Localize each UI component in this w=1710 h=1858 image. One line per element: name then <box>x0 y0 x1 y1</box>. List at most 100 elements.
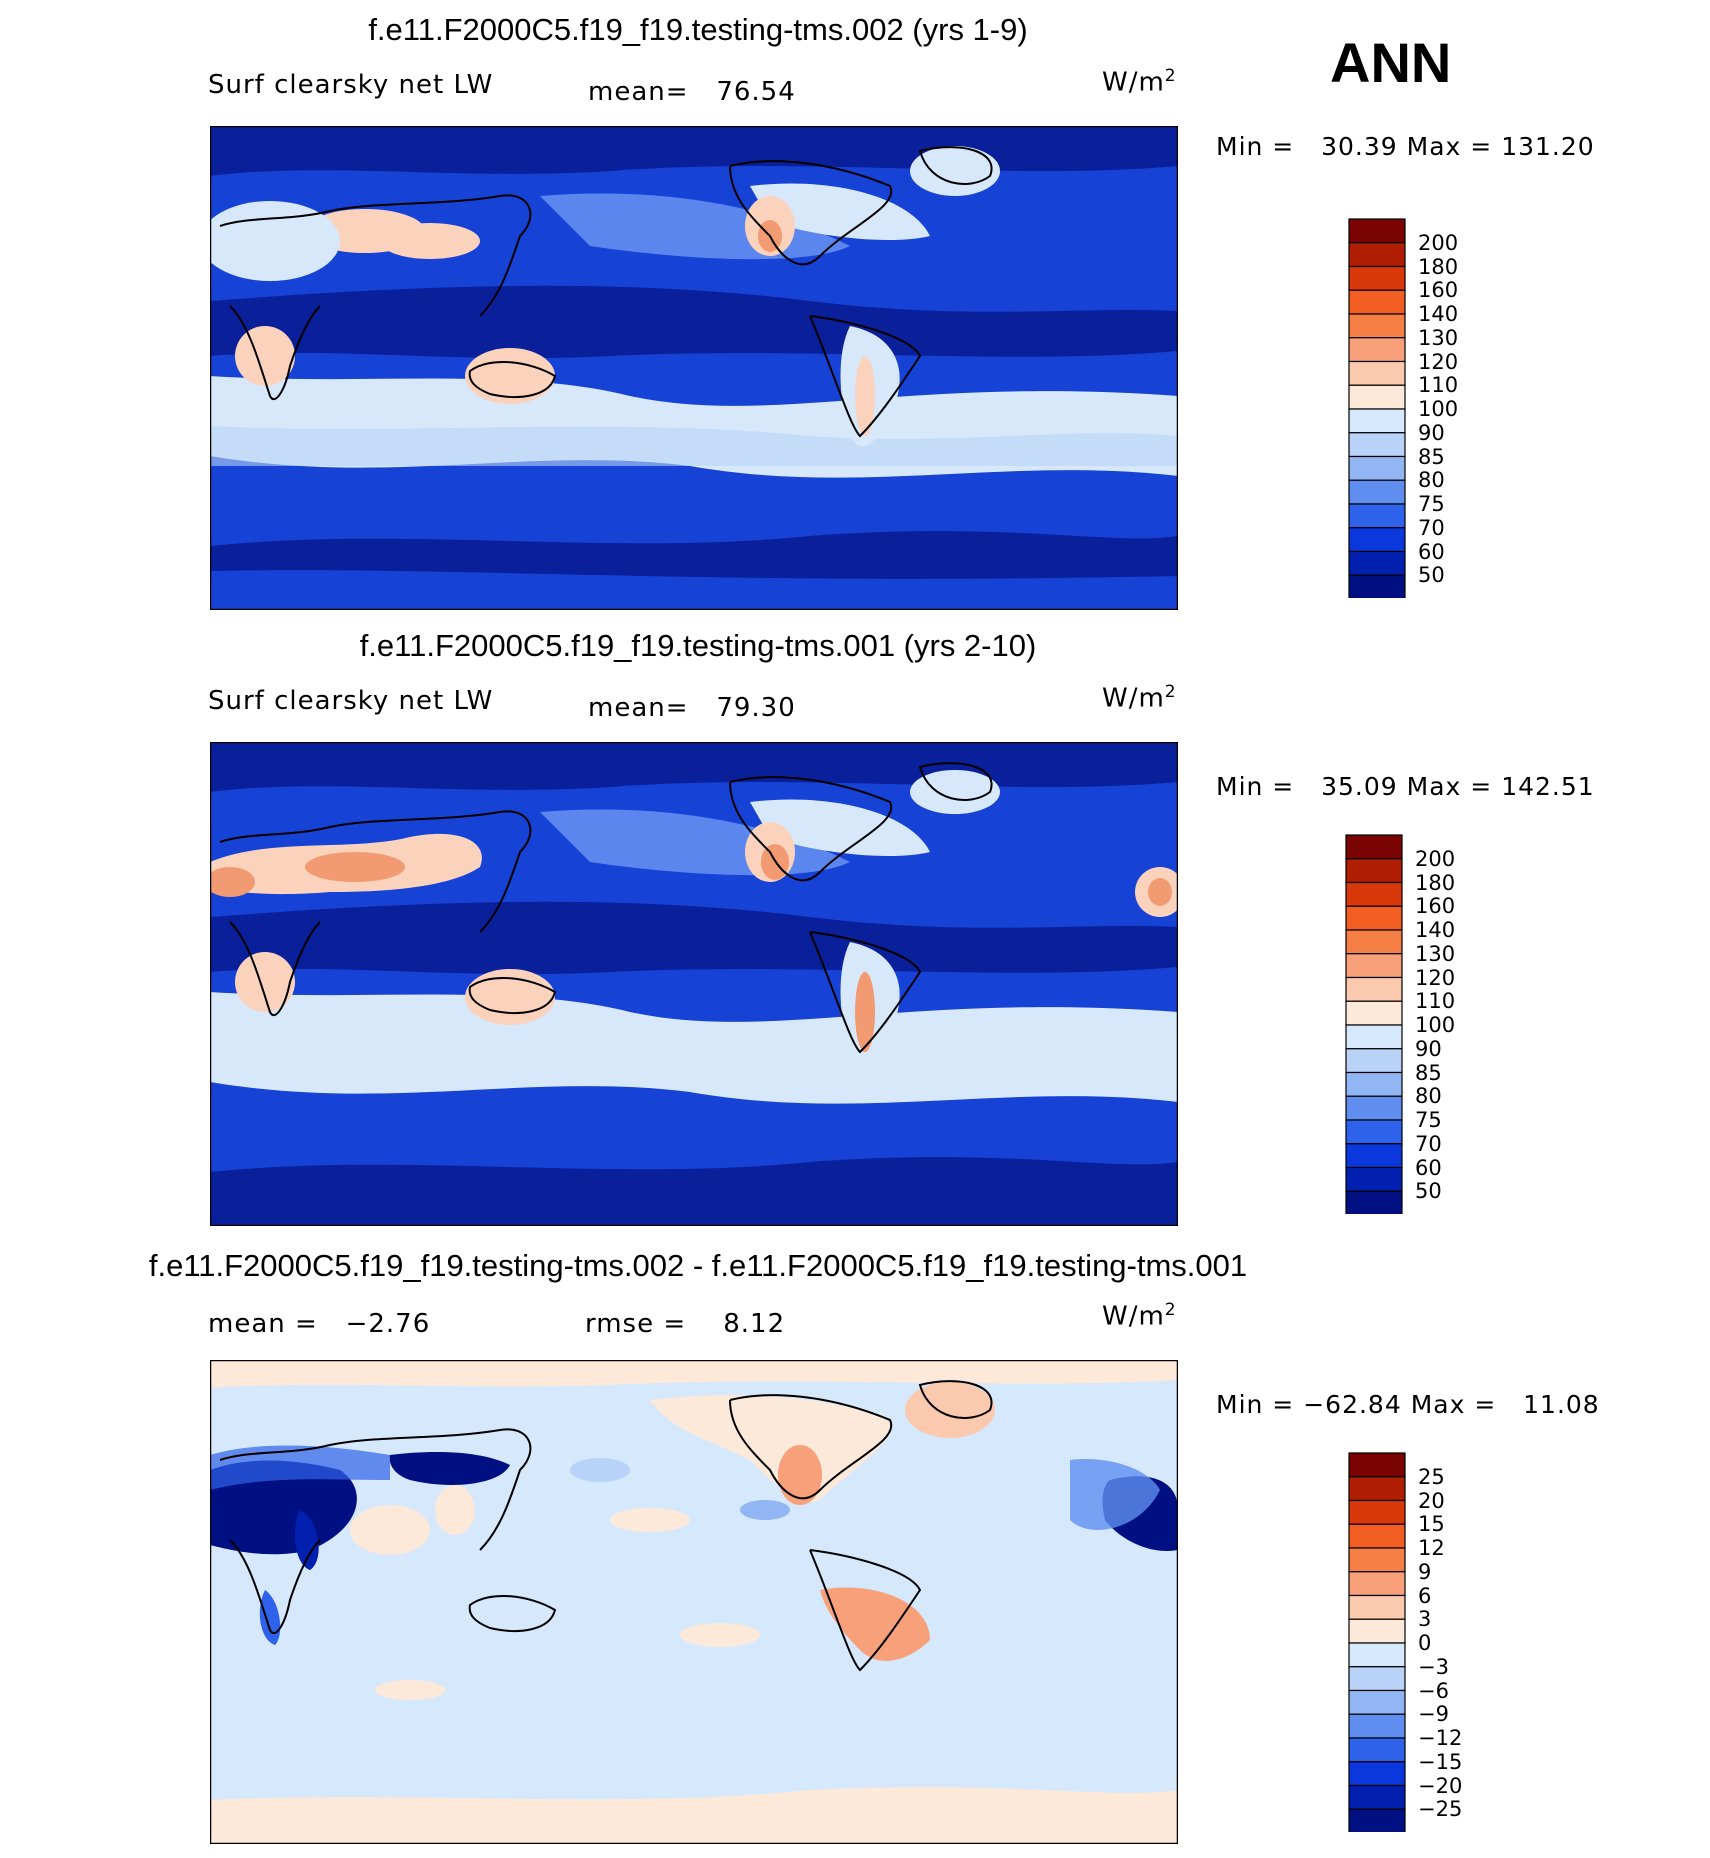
colorbar-box <box>1348 1808 1406 1834</box>
panel1-map-svg <box>210 126 1178 610</box>
panel1-title: f.e11.F2000C5.f19_f19.testing-tms.002 (y… <box>368 12 1028 47</box>
colorbar-tick-label: 80 <box>1418 468 1445 493</box>
colorbar-box <box>1345 1143 1403 1169</box>
colorbar-tick-label: 120 <box>1415 965 1456 990</box>
season-label: ANN <box>1330 31 1452 94</box>
colorbar-box <box>1348 1594 1406 1620</box>
colorbar-box <box>1345 1119 1403 1145</box>
colorbar-tick-label: 100 <box>1415 1013 1456 1037</box>
colorbar-box <box>1348 1713 1406 1739</box>
colorbar-box <box>1345 1000 1403 1026</box>
colorbar-tick-label: 140 <box>1415 918 1456 942</box>
colorbar-tick-label: 90 <box>1415 1036 1442 1061</box>
colorbar-box <box>1345 953 1403 979</box>
panel3-colorbar <box>1348 1452 1408 1837</box>
colorbar-box <box>1348 1737 1406 1763</box>
panel1-mean: mean= 76.54 <box>588 77 796 107</box>
colorbar-box <box>1348 1523 1406 1549</box>
colorbar-tick-label: 140 <box>1418 302 1459 326</box>
colorbar-box <box>1348 574 1406 600</box>
colorbar-tick-label: −15 <box>1418 1749 1463 1774</box>
colorbar-tick-label: 100 <box>1418 397 1459 421</box>
colorbar-box <box>1345 1071 1403 1097</box>
colorbar-box <box>1345 881 1403 907</box>
colorbar-tick-label: 120 <box>1418 349 1459 374</box>
colorbar-box <box>1345 858 1403 884</box>
panel2-field-label: Surf clearsky net LW <box>208 686 494 716</box>
panel1-colorbar-svg <box>1348 218 1406 600</box>
colorbar-box <box>1345 1024 1403 1050</box>
colorbar-tick-label: −9 <box>1418 1702 1449 1727</box>
colorbar-tick-label: 200 <box>1418 230 1459 255</box>
colorbar-box <box>1348 218 1406 244</box>
colorbar-tick-label: 0 <box>1418 1631 1432 1655</box>
panel3-colorbar-svg <box>1348 1452 1406 1834</box>
colorbar-tick-label: 60 <box>1418 539 1445 564</box>
colorbar-box <box>1348 1547 1406 1573</box>
colorbar-tick-label: −20 <box>1418 1773 1463 1798</box>
colorbar-tick-label: 110 <box>1418 373 1459 398</box>
panel1-colorbar <box>1348 218 1408 603</box>
colorbar-tick-label: 60 <box>1415 1155 1442 1180</box>
colorbar-box <box>1348 384 1406 410</box>
colorbar-box <box>1348 1784 1406 1810</box>
panel1-field-label: Surf clearsky net LW <box>208 70 494 100</box>
colorbar-tick-label: 12 <box>1418 1536 1445 1560</box>
colorbar-box <box>1348 1666 1406 1692</box>
colorbar-tick-label: 80 <box>1415 1084 1442 1109</box>
colorbar-box <box>1348 265 1406 291</box>
colorbar-box <box>1348 1476 1406 1502</box>
colorbar-tick-label: 160 <box>1415 894 1456 919</box>
colorbar-tick-label: 50 <box>1418 563 1445 588</box>
colorbar-box <box>1348 1452 1406 1478</box>
colorbar-tick-label: −3 <box>1418 1654 1449 1679</box>
colorbar-tick-label: 180 <box>1418 254 1459 279</box>
colorbar-box <box>1348 360 1406 386</box>
colorbar-box <box>1348 1642 1406 1668</box>
panel3-map-svg <box>210 1360 1178 1844</box>
colorbar-tick-label: 75 <box>1418 492 1445 516</box>
colorbar-box <box>1348 1571 1406 1597</box>
colorbar-box <box>1348 455 1406 481</box>
colorbar-tick-label: 90 <box>1418 420 1445 445</box>
panel2-map <box>210 742 1178 1226</box>
colorbar-box <box>1348 550 1406 576</box>
colorbar-tick-label: 130 <box>1418 325 1459 350</box>
colorbar-box <box>1348 289 1406 315</box>
colorbar-box <box>1345 1095 1403 1121</box>
colorbar-tick-label: 20 <box>1418 1488 1445 1513</box>
colorbar-tick-label: 70 <box>1415 1131 1442 1156</box>
colorbar-tick-label: 160 <box>1418 278 1459 303</box>
panel2-title: f.e11.F2000C5.f19_f19.testing-tms.001 (y… <box>359 628 1037 663</box>
panel2-colorbar <box>1345 834 1405 1219</box>
colorbar-tick-label: 50 <box>1415 1179 1442 1204</box>
colorbar-box <box>1345 1048 1403 1074</box>
colorbar-box <box>1345 1166 1403 1192</box>
colorbar-tick-label: 200 <box>1415 846 1456 871</box>
panel2-colorbar-svg <box>1345 834 1403 1216</box>
colorbar-box <box>1348 527 1406 553</box>
colorbar-box <box>1345 905 1403 931</box>
colorbar-box <box>1345 1190 1403 1216</box>
colorbar-tick-label: 3 <box>1418 1607 1432 1632</box>
colorbar-box <box>1348 1618 1406 1644</box>
panel2-units: W/m2 <box>1102 682 1177 714</box>
panel3-minmax: Min = −62.84 Max = 11.08 <box>1216 1390 1600 1419</box>
colorbar-box <box>1348 1761 1406 1787</box>
panel1-map <box>210 126 1178 610</box>
colorbar-box <box>1348 408 1406 434</box>
colorbar-tick-label: 85 <box>1418 444 1445 469</box>
colorbar-box <box>1348 337 1406 363</box>
colorbar-tick-label: 9 <box>1418 1559 1432 1584</box>
panel1-units: W/m2 <box>1102 66 1177 98</box>
colorbar-tick-label: −6 <box>1418 1678 1449 1703</box>
colorbar-box <box>1345 834 1403 860</box>
colorbar-box <box>1348 242 1406 268</box>
panel3-mean: mean = −2.76 <box>208 1309 431 1339</box>
colorbar-tick-label: 180 <box>1415 870 1456 895</box>
panel1-minmax: Min = 30.39 Max = 131.20 <box>1216 132 1595 161</box>
colorbar-box <box>1348 1689 1406 1715</box>
colorbar-box <box>1345 929 1403 955</box>
colorbar-tick-label: 110 <box>1415 989 1456 1014</box>
colorbar-tick-label: 85 <box>1415 1060 1442 1085</box>
